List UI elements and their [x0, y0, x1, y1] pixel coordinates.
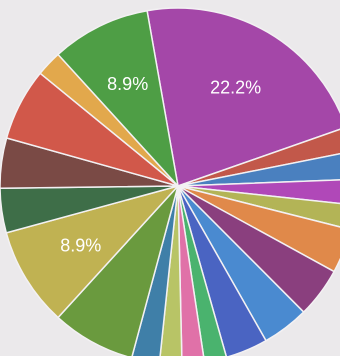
pie-slice-3 [177, 179, 340, 205]
pie-slice-label-19: 8.9% [107, 74, 148, 94]
pie-slice-label-14: 8.9% [60, 235, 101, 255]
pie-labels: 22.2% 8.9% 8.9% [60, 74, 261, 256]
pie-slice-11 [159, 185, 183, 356]
pie-slice-0 [146, 7, 340, 187]
pie-slice-19 [57, 9, 180, 189]
pie-slice-9 [177, 185, 227, 356]
pie-slice-1 [177, 128, 340, 187]
pie-slice-14 [5, 184, 181, 319]
pie-slice-label-0: 22.2% [210, 78, 261, 98]
pie-slice-2 [177, 152, 340, 187]
pie-slice-10 [177, 185, 205, 356]
pie-slice-8 [177, 185, 268, 356]
pie-slices [0, 7, 340, 356]
